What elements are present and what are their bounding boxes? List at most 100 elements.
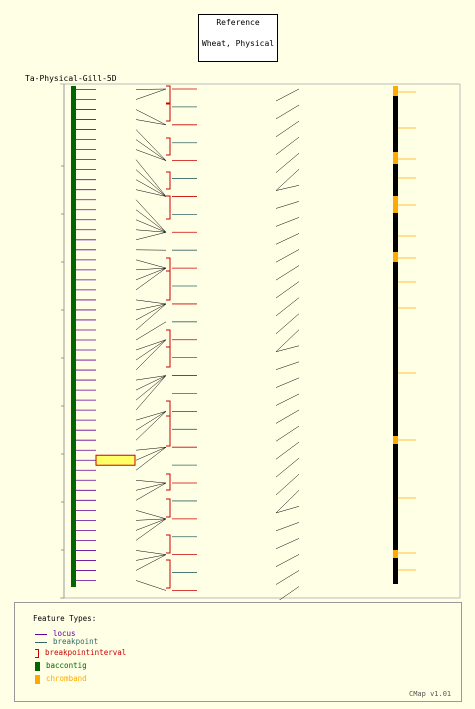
interval-contig-link [275, 474, 300, 496]
locus-interval-link [135, 169, 167, 197]
chromband-segment [393, 550, 398, 558]
interval-contig-link [275, 490, 300, 514]
locus-interval-link [135, 411, 167, 431]
interval-contig-link [275, 265, 300, 281]
interval-contig-link [275, 506, 300, 514]
interval-contig-link [275, 249, 300, 263]
interval-contig-link [275, 425, 300, 442]
interval-bracket [166, 195, 171, 220]
interval-bracket [166, 473, 171, 491]
interval-contig-link [275, 570, 300, 585]
locus-interval-link [135, 149, 167, 161]
locus-interval-link [135, 88, 167, 100]
locus-interval-link [135, 554, 167, 571]
breakpoint-swatch-icon [35, 641, 47, 643]
interval-bracket [166, 270, 171, 301]
legend-item-breakpointinterval: breakpointinterval [35, 648, 126, 658]
locus-interval-link [135, 159, 167, 197]
locus-interval-link [135, 447, 167, 471]
legend: Feature Types: locus breakpoint breakpoi… [14, 602, 462, 702]
locus-interval-link [135, 267, 167, 271]
interval-bracket [166, 137, 171, 156]
locus-interval-link [135, 580, 167, 591]
band-labels [393, 86, 416, 584]
locus-interval-link [135, 550, 167, 555]
interval-contig-link [275, 233, 300, 245]
chromband-segment [393, 196, 398, 213]
locus-interval-link [135, 119, 167, 126]
locus-interval-link [135, 219, 167, 233]
locus-interval-link [135, 229, 167, 233]
locus-interval-link [135, 232, 167, 241]
chromband-segment [393, 152, 398, 164]
locus-interval-link [135, 199, 167, 233]
interval-contig-link [275, 201, 300, 209]
interval-contig-link [275, 120, 300, 138]
band-bar [393, 86, 398, 584]
locus-interval-link [135, 375, 167, 401]
interval-bracket [166, 400, 171, 417]
locus-interval-link [135, 446, 167, 451]
locus-interval-link [135, 139, 167, 161]
interval-contig-link [275, 377, 300, 388]
interval-bracket [166, 103, 171, 122]
locus-interval-link [135, 129, 167, 161]
interval-contig-link [275, 361, 300, 370]
interval-contig-link [275, 329, 300, 352]
chromband-segment [393, 252, 398, 262]
locus-interval-link [135, 209, 167, 233]
interval-contig-link [275, 136, 300, 155]
map-title[interactable]: Ta-Physical-Gill-5D [25, 74, 117, 83]
legend-item-locus: locus [35, 629, 76, 638]
locus-interval-link [135, 518, 167, 541]
locus-interval-link [135, 518, 167, 531]
locus-highlight [95, 454, 136, 466]
map-frame [60, 83, 461, 599]
map-bars [71, 86, 76, 587]
locus-interval-link [135, 339, 167, 361]
interval-contig-link [275, 393, 300, 406]
reference-subtitle: Wheat, Physical [201, 39, 275, 48]
interval-contig-link [275, 217, 300, 227]
chromband-segment [393, 436, 398, 444]
locus-interval-link [135, 267, 167, 281]
interval-bracket [166, 534, 171, 554]
interval-contig-link [275, 409, 300, 424]
interval-bracket [166, 415, 171, 447]
locus-interval-link [135, 375, 167, 391]
locus-interval-link [135, 259, 167, 269]
interval-bracket [166, 346, 171, 368]
locus-interval-link [135, 518, 167, 521]
interval-bracket [166, 498, 171, 518]
locus-interval-link [135, 88, 167, 90]
interval-labels [166, 85, 197, 591]
interval-contig-link [279, 586, 300, 600]
locus-interval-link [135, 482, 167, 491]
locus-swatch-icon [35, 633, 47, 635]
locus-interval-link [135, 321, 167, 341]
interval-contig-link [275, 313, 300, 335]
legend-item-chromband: chromband [35, 674, 87, 684]
locus-interval-link [135, 339, 167, 371]
baccontig-swatch-icon [35, 661, 40, 671]
interval-contig-link [275, 538, 300, 549]
interval-bracket [166, 559, 171, 589]
interval-contig-link [275, 185, 300, 191]
locus-interval-link [135, 303, 167, 321]
chromband-swatch-icon [35, 674, 40, 684]
locus-interval-link [135, 482, 167, 501]
bracket-swatch-icon [35, 648, 39, 658]
locus-interval-link [135, 299, 167, 305]
locus-labels [76, 89, 136, 581]
legend-item-breakpoint: breakpoint [35, 637, 98, 646]
locus-interval-link [135, 267, 167, 291]
locus-interval-link [135, 446, 167, 461]
interval-bracket [166, 257, 171, 272]
locus-interval-link [135, 480, 167, 484]
chromosome-bar [71, 86, 76, 587]
locus-interval-link [135, 109, 167, 126]
correspondence-lines [135, 88, 300, 600]
interval-contig-link [275, 441, 300, 460]
cmap-version[interactable]: CMap v1.01 [409, 690, 452, 698]
interval-contig-link [275, 281, 300, 299]
